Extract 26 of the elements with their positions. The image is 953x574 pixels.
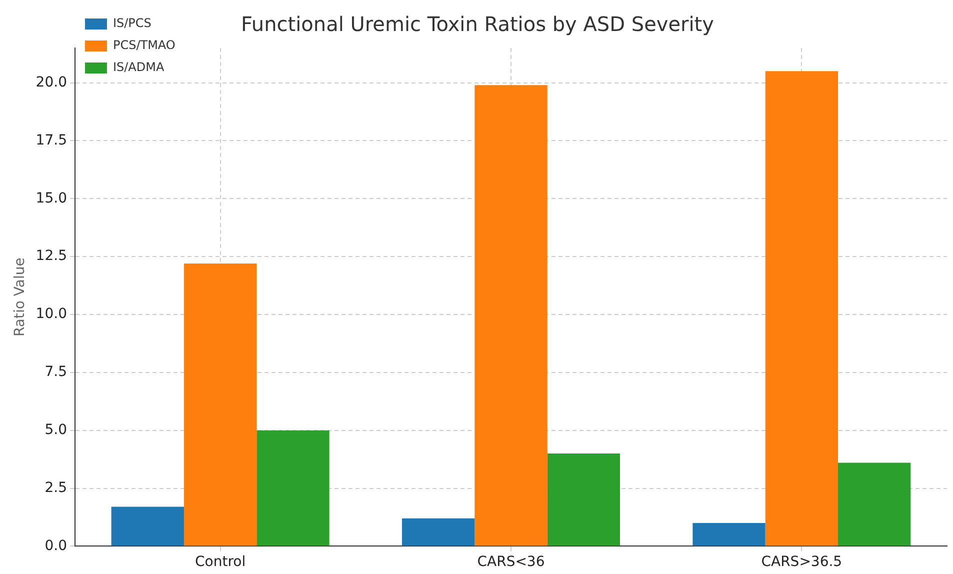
y-tick-label: 5.0 bbox=[44, 422, 67, 438]
bar bbox=[402, 518, 475, 546]
y-tick-label: 7.5 bbox=[44, 364, 67, 380]
bar bbox=[474, 85, 548, 546]
y-tick-label: 10.0 bbox=[36, 306, 67, 322]
legend-label: PCS/TMAO bbox=[112, 38, 176, 52]
bar bbox=[838, 462, 911, 546]
legend-label: IS/PCS bbox=[112, 16, 152, 30]
bar bbox=[692, 523, 766, 546]
bar bbox=[765, 71, 838, 546]
bar bbox=[256, 430, 330, 546]
y-tick-label: 0.0 bbox=[44, 538, 67, 554]
bar bbox=[111, 506, 184, 546]
y-tick-label: 2.5 bbox=[44, 480, 67, 496]
bar bbox=[184, 264, 257, 546]
y-tick-label: 15.0 bbox=[36, 190, 67, 206]
legend-label: IS/ADMA bbox=[112, 60, 165, 74]
y-tick-label: 17.5 bbox=[36, 132, 67, 148]
chart-title: Functional Uremic Toxin Ratios by ASD Severity bbox=[241, 12, 714, 36]
x-tick-label: CARS<36 bbox=[477, 554, 545, 570]
bar bbox=[547, 454, 620, 546]
y-tick-label: 12.5 bbox=[36, 248, 67, 264]
x-tick-label: CARS>36.5 bbox=[761, 554, 842, 570]
x-tick-label: Control bbox=[195, 554, 246, 570]
y-axis-title: Ratio Value bbox=[12, 258, 28, 337]
y-tick-label: 20.0 bbox=[36, 74, 67, 90]
